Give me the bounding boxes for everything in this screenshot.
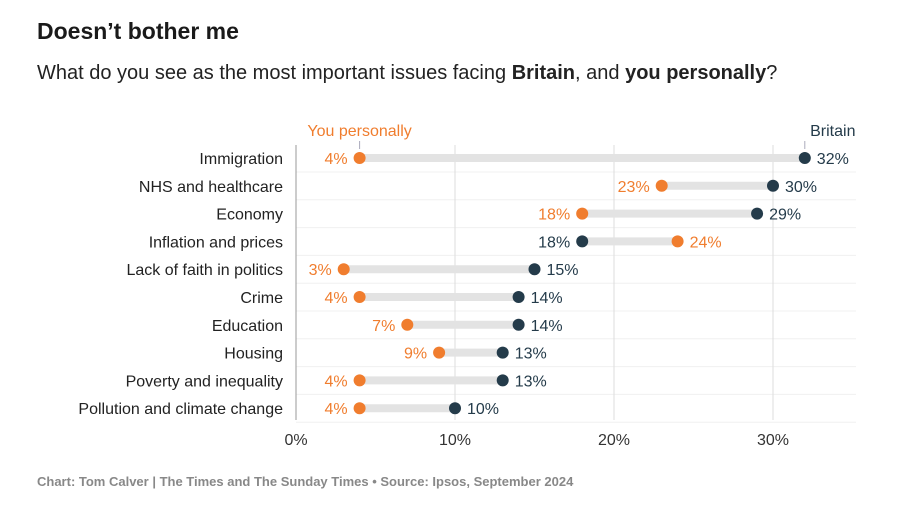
britain-value-label: 14% [531,318,563,335]
britain-value-label: 13% [515,373,547,390]
category-label: Housing [224,346,283,363]
category-label: Lack of faith in politics [126,262,283,279]
category-label: Poverty and inequality [126,373,283,390]
personal-value-label: 4% [324,401,347,418]
britain-value-label: 15% [547,262,579,279]
category-label: Pollution and climate change [78,401,283,418]
x-tick-label: 10% [439,432,471,449]
personal-dot [353,291,366,303]
britain-value-label: 13% [515,346,547,363]
personal-value-label: 24% [690,234,722,251]
category-label: NHS and healthcare [139,179,283,196]
chart-subtitle: What do you see as the most important is… [37,62,777,85]
britain-dot [496,346,509,359]
subtitle-personal: you personally [625,62,767,84]
subtitle-text: , and [575,62,626,84]
chart-title: Doesn’t bother me [37,18,239,44]
subtitle-text: What do you see as the most important is… [37,62,512,84]
britain-dot [496,374,509,387]
britain-dot [767,179,779,192]
category-label: Education [212,318,283,335]
category-label: Crime [240,290,283,307]
legend-britain: Britain [810,123,855,140]
x-tick-label: 20% [598,432,630,449]
personal-value-label: 4% [324,151,347,168]
subtitle-text: ? [766,62,778,84]
chart-footer: Chart: Tom Calver | The Times and The Su… [37,474,574,489]
britain-value-label: 18% [538,234,570,251]
personal-dot [655,179,668,192]
category-label: Immigration [199,151,283,168]
personal-value-label: 18% [538,207,570,224]
subtitle-britain: Britain [511,62,576,84]
personal-value-label: 9% [404,346,427,363]
britain-dot [798,152,811,164]
personal-value-label: 23% [618,179,650,196]
x-tick-label: 0% [284,432,307,449]
category-label: Inflation and prices [149,234,283,251]
personal-value-label: 4% [324,290,347,307]
personal-value-label: 7% [372,318,395,335]
britain-value-label: 32% [817,151,849,168]
personal-dot [433,346,446,359]
britain-dot [751,207,764,220]
x-tick-label: 30% [757,432,789,449]
britain-value-label: 14% [531,290,563,307]
britain-dot [512,318,525,331]
britain-dot [576,235,589,248]
personal-dot [576,207,589,220]
britain-dot [449,402,461,415]
personal-dot [353,374,366,387]
personal-dot [337,263,350,276]
category-label: Economy [216,207,283,224]
personal-dot [671,235,684,248]
personal-value-label: 3% [309,262,332,279]
personal-dot [353,152,366,164]
personal-dot [401,318,414,331]
legend-personal: You personally [307,123,411,140]
britain-dot [512,291,525,303]
britain-dot [528,263,541,276]
britain-value-label: 30% [785,179,817,196]
personal-value-label: 4% [324,373,347,390]
personal-dot [353,402,366,415]
britain-value-label: 10% [467,401,499,418]
britain-value-label: 29% [769,207,801,224]
